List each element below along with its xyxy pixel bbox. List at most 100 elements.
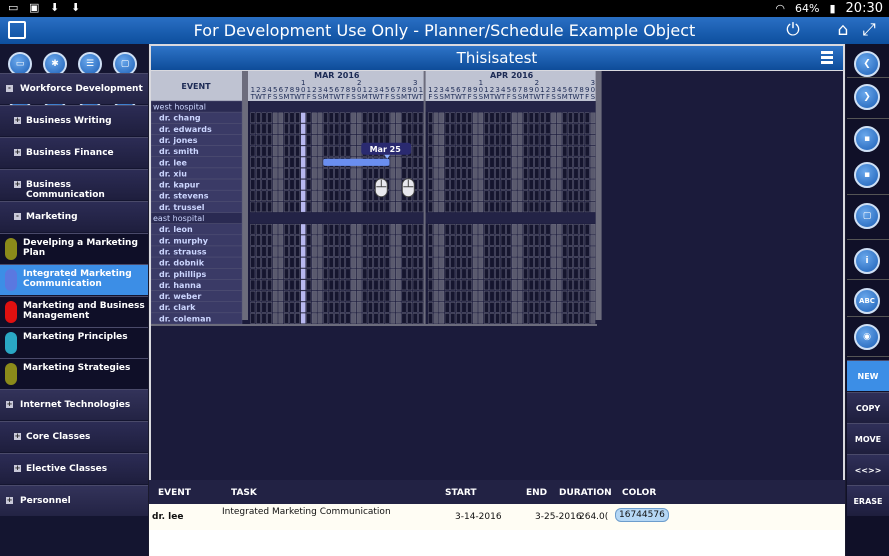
day-cell[interactable] bbox=[339, 246, 345, 257]
day-cell[interactable] bbox=[356, 257, 362, 268]
window-icon[interactable]: ▢ bbox=[854, 203, 880, 229]
day-cell[interactable] bbox=[500, 168, 506, 179]
day-cell[interactable] bbox=[278, 112, 284, 123]
day-cell[interactable] bbox=[433, 145, 439, 157]
day-cell[interactable] bbox=[317, 157, 323, 168]
day-cell[interactable] bbox=[295, 235, 301, 246]
day-cell[interactable] bbox=[407, 279, 413, 291]
day-cell[interactable] bbox=[579, 313, 585, 324]
day-cell[interactable] bbox=[323, 123, 329, 135]
day-cell[interactable] bbox=[472, 302, 478, 313]
day-cell[interactable] bbox=[339, 235, 345, 246]
day-cell[interactable] bbox=[523, 168, 529, 179]
day-cell[interactable] bbox=[311, 157, 317, 168]
day-cell[interactable] bbox=[517, 134, 523, 146]
day-cell[interactable] bbox=[539, 190, 545, 202]
erase-button[interactable]: ERASE bbox=[847, 485, 889, 516]
day-cell[interactable] bbox=[373, 123, 379, 135]
day-cell[interactable] bbox=[278, 224, 284, 235]
day-cell[interactable] bbox=[395, 179, 401, 190]
day-cell[interactable] bbox=[573, 201, 579, 213]
day-cell[interactable] bbox=[534, 112, 540, 123]
day-cell[interactable] bbox=[579, 302, 585, 313]
day-cell[interactable] bbox=[328, 224, 334, 235]
day-cell[interactable] bbox=[506, 134, 512, 146]
expand-icon[interactable]: + bbox=[14, 464, 21, 472]
day-cell[interactable] bbox=[278, 257, 284, 268]
day-cell[interactable] bbox=[455, 279, 461, 291]
day-cell[interactable] bbox=[511, 123, 517, 135]
day-cell[interactable] bbox=[334, 246, 340, 257]
day-cell[interactable] bbox=[334, 268, 340, 280]
day-cell[interactable] bbox=[444, 257, 450, 268]
day-cell[interactable] bbox=[495, 224, 501, 235]
day-cell[interactable] bbox=[590, 224, 596, 235]
nav-item-marketing[interactable]: - Marketing bbox=[0, 201, 148, 232]
day-cell[interactable] bbox=[427, 268, 433, 280]
day-cell[interactable] bbox=[472, 279, 478, 291]
day-cell[interactable] bbox=[539, 257, 545, 268]
day-cell[interactable] bbox=[267, 134, 273, 146]
day-cell[interactable] bbox=[255, 279, 261, 291]
day-cell[interactable] bbox=[528, 235, 534, 246]
day-cell[interactable] bbox=[483, 279, 489, 291]
day-cell[interactable] bbox=[261, 246, 267, 257]
day-cell[interactable] bbox=[545, 302, 551, 313]
day-cell[interactable] bbox=[584, 145, 590, 157]
day-cell[interactable] bbox=[412, 290, 418, 302]
day-cell[interactable] bbox=[351, 123, 357, 135]
day-cell[interactable] bbox=[267, 224, 273, 235]
day-cell[interactable] bbox=[373, 235, 379, 246]
day-cell[interactable] bbox=[384, 112, 390, 123]
day-cell[interactable] bbox=[356, 179, 362, 190]
row-label[interactable]: dr. dobnik bbox=[159, 259, 205, 268]
day-cell[interactable] bbox=[295, 157, 301, 168]
day-cell[interactable] bbox=[584, 268, 590, 280]
day-cell[interactable] bbox=[495, 168, 501, 179]
row-label[interactable]: dr. edwards bbox=[159, 125, 212, 134]
day-cell[interactable] bbox=[418, 268, 424, 280]
day-cell[interactable] bbox=[500, 268, 506, 280]
day-cell[interactable] bbox=[528, 168, 534, 179]
day-cell[interactable] bbox=[489, 302, 495, 313]
day-cell[interactable] bbox=[567, 268, 573, 280]
day-cell[interactable] bbox=[255, 235, 261, 246]
day-cell[interactable] bbox=[545, 279, 551, 291]
day-cell[interactable] bbox=[467, 134, 473, 146]
day-cell[interactable] bbox=[384, 201, 390, 213]
day-cell[interactable] bbox=[362, 190, 368, 202]
row-label[interactable]: dr. clark bbox=[159, 303, 196, 312]
day-cell[interactable] bbox=[272, 157, 278, 168]
day-cell[interactable] bbox=[345, 190, 351, 202]
day-cell[interactable] bbox=[567, 224, 573, 235]
day-cell[interactable] bbox=[295, 290, 301, 302]
day-cell[interactable] bbox=[250, 179, 256, 190]
day-cell[interactable] bbox=[444, 190, 450, 202]
day-cell[interactable] bbox=[267, 313, 273, 324]
day-cell[interactable] bbox=[573, 134, 579, 146]
day-cell[interactable] bbox=[517, 235, 523, 246]
day-cell[interactable] bbox=[467, 290, 473, 302]
day-cell[interactable] bbox=[545, 235, 551, 246]
nav-item-internet-technologies[interactable]: + Internet Technologies bbox=[0, 389, 148, 420]
day-cell[interactable] bbox=[418, 190, 424, 202]
day-cell[interactable] bbox=[401, 302, 407, 313]
day-cell[interactable] bbox=[478, 302, 484, 313]
day-cell[interactable] bbox=[562, 290, 568, 302]
day-cell[interactable] bbox=[351, 179, 357, 190]
day-cell[interactable] bbox=[323, 290, 329, 302]
day-cell[interactable] bbox=[461, 134, 467, 146]
day-cell[interactable] bbox=[539, 168, 545, 179]
row-label[interactable]: dr. chang bbox=[159, 114, 201, 123]
day-cell[interactable] bbox=[584, 179, 590, 190]
day-cell[interactable] bbox=[267, 112, 273, 123]
day-cell[interactable] bbox=[311, 190, 317, 202]
day-cell[interactable] bbox=[461, 224, 467, 235]
day-cell[interactable] bbox=[551, 302, 557, 313]
day-cell[interactable] bbox=[495, 201, 501, 213]
day-cell[interactable] bbox=[579, 179, 585, 190]
day-cell[interactable] bbox=[483, 257, 489, 268]
day-cell[interactable] bbox=[427, 290, 433, 302]
day-cell[interactable] bbox=[261, 279, 267, 291]
day-cell[interactable] bbox=[534, 168, 540, 179]
